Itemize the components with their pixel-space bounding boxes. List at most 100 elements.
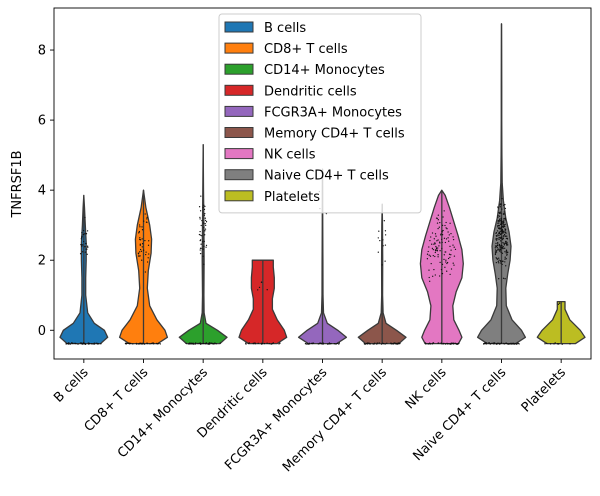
legend-frame [218,13,422,214]
data-point [504,242,506,244]
data-point [148,253,150,255]
data-point [141,229,144,231]
data-point [446,228,448,230]
data-point-zero [210,342,213,344]
data-point [450,254,452,256]
data-point-zero [71,342,74,345]
data-point [447,257,450,260]
data-point [80,238,82,240]
data-point [202,206,204,209]
data-point-zero [503,342,505,345]
data-point [502,231,504,233]
data-point-zero [191,343,193,345]
violin-layer [59,23,586,345]
data-point [81,236,83,238]
data-point [145,253,147,256]
data-point [86,248,88,250]
data-point [502,242,504,244]
data-point-zero [135,342,138,345]
data-point [141,238,143,240]
data-point-zero [505,342,507,345]
data-point-zero [452,343,455,345]
data-point [498,236,500,239]
data-point-zero [510,343,512,345]
data-point [498,231,500,234]
data-point-zero [554,342,556,344]
data-point [148,240,150,242]
data-point-zero [271,342,274,345]
data-point-zero [335,343,337,345]
data-point [503,204,505,206]
data-point-zero [68,342,70,344]
data-point [429,239,431,242]
data-point [502,225,504,227]
data-point-zero [443,342,445,345]
data-point [428,276,430,279]
data-point-zero [328,342,331,344]
data-point [433,268,435,271]
data-point-zero [311,342,314,345]
data-point [558,302,561,304]
data-point [384,260,386,262]
data-point [439,242,441,244]
data-point [494,247,496,249]
data-point-zero [427,343,429,345]
data-point [204,228,207,230]
data-point [82,244,84,246]
data-point-zero [448,343,450,345]
data-point-zero [373,343,375,345]
data-point [503,233,506,236]
data-point [500,261,502,263]
data-point-zero [438,342,440,344]
data-point [443,258,445,261]
data-point [428,269,430,271]
data-point-zero [317,343,319,345]
data-point-zero [556,343,559,345]
data-point [432,254,434,257]
data-point [500,229,502,232]
data-point [435,245,437,248]
data-point [141,226,143,228]
data-point-zero [489,343,491,345]
data-point [204,230,206,232]
data-point [503,244,506,246]
data-point [501,228,503,231]
data-point-zero [150,342,153,345]
data-point [199,210,202,212]
data-point [140,250,143,252]
data-point-zero [125,343,127,345]
data-point [431,247,434,250]
data-point [498,234,500,237]
data-point-zero [146,342,149,345]
y-tick-label: 2 [38,254,46,269]
data-point [257,289,259,291]
data-point [504,247,506,249]
data-point [502,247,504,250]
data-point-zero [257,342,259,344]
data-point [79,253,82,255]
data-point [437,219,439,221]
data-point-zero [128,342,130,345]
data-point [500,227,502,229]
data-point [198,233,201,236]
data-point [496,249,499,251]
data-point [258,286,261,289]
data-point-zero [77,343,79,345]
data-point [495,232,498,234]
data-point-zero [497,342,499,344]
legend-label-memory-cd4-t-cells: Memory CD4+ T cells [264,127,405,142]
data-point-zero [561,343,563,345]
data-point [444,251,446,253]
data-point [384,234,387,236]
data-point [84,251,87,253]
data-point [447,237,449,239]
data-point-zero [546,342,548,345]
data-point-zero [493,343,495,345]
data-point [495,250,498,252]
x-tick-label-fcgr3a-monocytes: FCGR3A+ Monocytes [222,365,330,473]
data-point [504,231,506,233]
data-point [377,237,379,239]
data-point [147,244,150,246]
data-point [501,226,503,228]
data-point-zero [396,343,398,345]
